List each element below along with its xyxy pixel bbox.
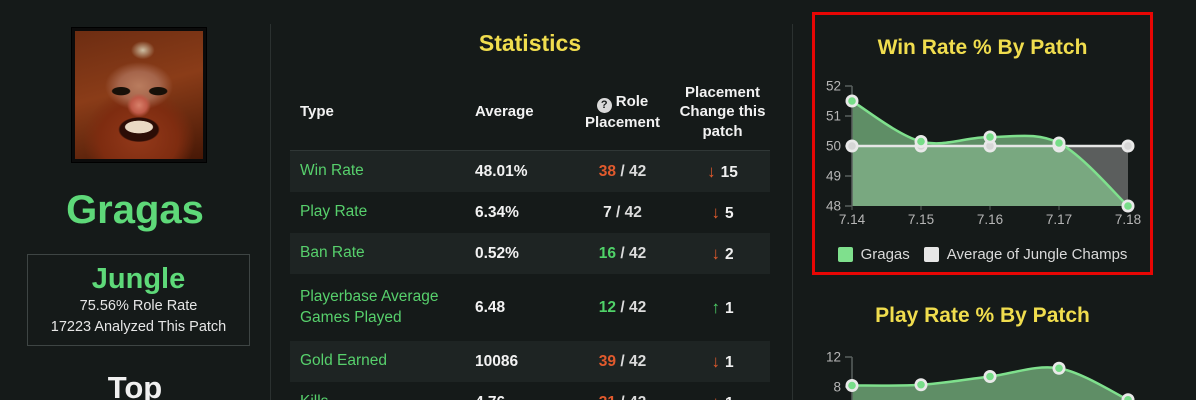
stat-change: ↓ 2 <box>711 243 734 263</box>
statistics-table: Type Average ? Role Placement Placement C… <box>290 74 770 400</box>
svg-text:51: 51 <box>826 109 841 124</box>
charts-divider <box>792 24 793 400</box>
analyzed-count-text: 17223 Analyzed This Patch <box>50 319 227 336</box>
play-rate-chart-title: Play Rate % By Patch <box>875 304 1090 327</box>
table-row: Ban Rate 0.52% 16 / 42 ↓ 2 <box>290 233 770 274</box>
column-header-average: Average <box>475 103 534 121</box>
stat-placement: 31 / 42 <box>570 394 675 400</box>
average-series-swatch <box>923 247 939 262</box>
stat-type: Gold Earned <box>300 352 388 370</box>
stat-placement: 16 / 42 <box>598 244 647 262</box>
svg-text:7.15: 7.15 <box>908 212 934 227</box>
change-arrow-icon: ↑ <box>711 297 720 317</box>
stat-change: ↓1 <box>675 393 770 400</box>
svg-text:52: 52 <box>826 79 841 94</box>
stat-average: 0.52% <box>475 244 519 262</box>
stat-type: Playerbase Average Games Played <box>300 287 439 326</box>
change-arrow-icon: ↓ <box>711 351 720 371</box>
column-header-role-placement: ? Role Placement <box>584 92 661 131</box>
change-arrow-icon: ↓ <box>707 161 716 181</box>
stat-change: ↑ 1 <box>711 297 734 317</box>
stat-average: 4.76 <box>475 394 570 400</box>
statistics-body: Win Rate 48.01% 38 / 42 ↓ 15 Play Rate 6.… <box>290 150 770 400</box>
stat-placement: 7 / 42 <box>603 203 642 221</box>
svg-text:8: 8 <box>833 380 841 395</box>
gragas-series-swatch <box>837 247 853 262</box>
svg-text:12: 12 <box>826 350 841 365</box>
stat-type: Play Rate <box>300 203 368 221</box>
legend-label: Gragas <box>860 246 910 263</box>
stat-average: 48.01% <box>475 162 528 180</box>
stat-type: Win Rate <box>300 162 364 180</box>
stat-placement: 39 / 42 <box>598 352 647 370</box>
win-rate-chart-legend: Gragas Average of Jungle Champs <box>812 246 1153 263</box>
change-arrow-icon: ↓ <box>711 243 720 263</box>
primary-role-label[interactable]: Jungle <box>91 263 186 295</box>
table-row: Gold Earned 10086 39 / 42 ↓ 1 <box>290 341 770 382</box>
statistics-title: Statistics <box>478 30 582 56</box>
svg-text:48: 48 <box>826 199 841 214</box>
stat-placement: 12 / 42 <box>598 298 647 316</box>
svg-text:7.17: 7.17 <box>1046 212 1072 227</box>
svg-text:50: 50 <box>826 139 841 154</box>
champion-portrait <box>72 28 206 162</box>
table-row: Kills 4.76 31 / 42 ↓1 <box>290 382 770 400</box>
stat-change: ↓ 15 <box>707 161 738 181</box>
legend-item-gragas[interactable]: Gragas <box>837 246 910 263</box>
table-row: Play Rate 6.34% 7 / 42 ↓ 5 <box>290 192 770 233</box>
stat-type: Kills <box>290 392 475 400</box>
column-header-type: Type <box>300 103 334 121</box>
svg-text:7.14: 7.14 <box>839 212 866 227</box>
play-rate-chart[interactable]: 12 8 <box>812 345 1153 400</box>
champion-name: Gragas <box>66 188 204 232</box>
legend-label: Average of Jungle Champs <box>946 246 1128 263</box>
stat-placement: 38 / 42 <box>598 162 647 180</box>
sidebar-divider <box>270 24 271 400</box>
stat-average: 6.34% <box>475 203 519 221</box>
table-row: Playerbase Average Games Played 6.48 12 … <box>290 274 770 341</box>
legend-item-average[interactable]: Average of Jungle Champs <box>923 246 1128 263</box>
stat-average: 6.48 <box>475 298 506 316</box>
win-rate-chart[interactable]: 52 51 50 49 487.14 7.15 7.16 7.17 7.18 <box>812 72 1153 234</box>
stat-average: 10086 <box>475 352 519 370</box>
stat-change: ↓ 5 <box>711 202 734 222</box>
win-rate-chart-title: Win Rate % By Patch <box>877 36 1088 59</box>
svg-text:7.16: 7.16 <box>977 212 1003 227</box>
svg-text:7.18: 7.18 <box>1115 212 1141 227</box>
svg-text:49: 49 <box>826 169 841 184</box>
column-header-placement-change: Placement Change this patch <box>679 83 766 140</box>
help-icon[interactable]: ? <box>596 97 612 113</box>
statistics-header-row: Type Average ? Role Placement Placement C… <box>290 74 770 150</box>
role-rate-text: 75.56% Role Rate <box>79 298 198 314</box>
change-arrow-icon: ↓ <box>711 202 720 222</box>
primary-role-card[interactable]: Jungle 75.56% Role Rate 17223 Analyzed T… <box>27 254 250 346</box>
stat-type: Ban Rate <box>300 244 365 262</box>
change-arrow-icon: ↓ <box>711 393 720 400</box>
table-row: Win Rate 48.01% 38 / 42 ↓ 15 <box>290 151 770 192</box>
stat-change: ↓1 <box>711 351 734 371</box>
secondary-role-label[interactable]: Top <box>107 370 163 400</box>
